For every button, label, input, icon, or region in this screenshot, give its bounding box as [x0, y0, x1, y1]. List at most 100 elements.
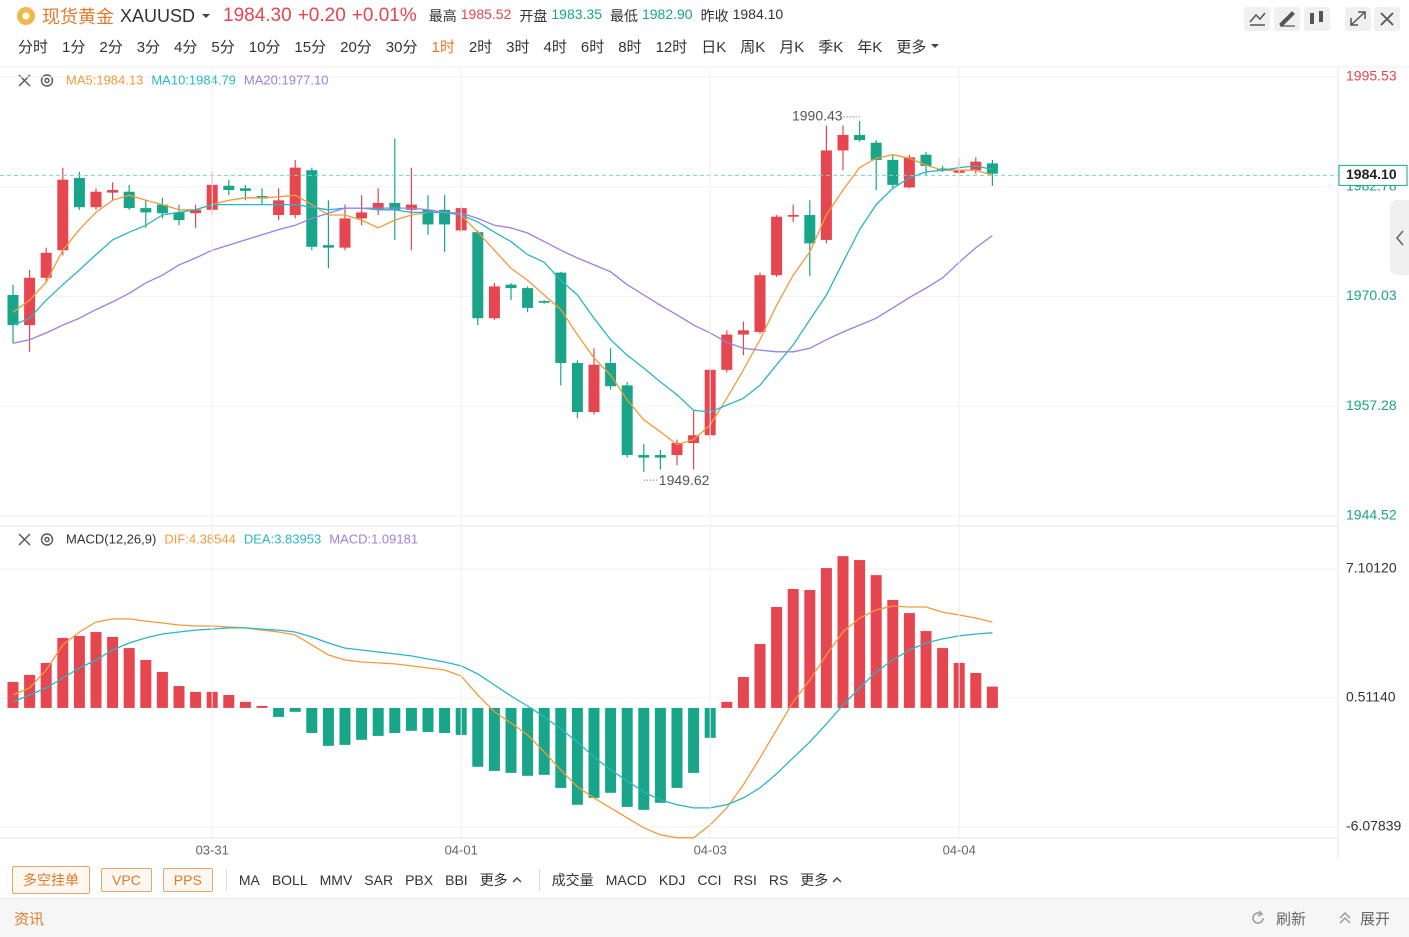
main-indicator[interactable]: SAR	[364, 872, 394, 888]
caret[interactable]	[201, 12, 211, 20]
period[interactable]: 20分	[340, 38, 372, 56]
candle-body	[339, 218, 351, 248]
sub-indicator[interactable]: KDJ	[658, 872, 686, 888]
macd-bar	[688, 707, 700, 773]
stat-label: 最高	[428, 8, 457, 24]
caret[interactable]	[831, 875, 843, 885]
side-tab[interactable]	[1390, 200, 1409, 275]
period[interactable]: 15分	[294, 38, 327, 56]
sub-indicator[interactable]: CCI	[697, 872, 722, 888]
candle-body	[156, 204, 168, 214]
more[interactable]: 更多	[479, 872, 508, 888]
period[interactable]: 月K	[779, 38, 805, 56]
candle-body	[588, 364, 600, 413]
stat-label: 最低	[609, 8, 638, 24]
candle-body	[306, 170, 318, 247]
macd-bar	[472, 707, 484, 767]
macd-bar	[737, 677, 749, 708]
macd-bar	[771, 606, 783, 708]
refresh-icon[interactable]	[1250, 910, 1266, 926]
macd-bar	[239, 701, 251, 708]
candle-body	[24, 277, 36, 326]
macd-bar	[787, 589, 799, 708]
macd-bar	[173, 686, 185, 708]
period[interactable]: 30分	[385, 38, 418, 56]
period[interactable]: 1分	[62, 38, 86, 56]
toolbar-button[interactable]: 多空挂单	[12, 866, 90, 894]
y-tick-label: 1970.03	[1346, 287, 1397, 303]
macd-bar	[223, 695, 235, 708]
period[interactable]: 3分	[136, 38, 161, 56]
top-icons[interactable]	[1244, 7, 1400, 31]
candle-body	[7, 294, 19, 326]
macd-bar	[903, 613, 915, 708]
instrument-name: 现货黄金	[42, 7, 114, 27]
legend-entry: MA10:1984.79	[151, 72, 236, 87]
macd-bar	[488, 707, 500, 771]
ma-line	[12, 207, 993, 353]
symbol[interactable]: XAUUSD	[120, 5, 196, 26]
refresh[interactable]: 刷新	[1276, 910, 1307, 928]
period[interactable]: 日K	[701, 38, 727, 56]
sub-indicator[interactable]: RS	[768, 872, 789, 888]
candle-body	[289, 167, 301, 215]
expand-icon[interactable]	[1338, 911, 1352, 925]
period[interactable]: 8时	[618, 38, 642, 56]
candle-body	[721, 334, 733, 370]
main-indicator[interactable]: BOLL	[271, 872, 308, 888]
main-indicator[interactable]: MMV	[319, 872, 353, 888]
period[interactable]: 周K	[740, 38, 766, 56]
period[interactable]: 2分	[99, 38, 123, 56]
period[interactable]: 1时	[431, 38, 455, 56]
candle-body	[505, 284, 517, 289]
macd-bar	[505, 707, 517, 773]
stat-label: 开盘	[519, 8, 548, 24]
macd-bar	[273, 707, 285, 717]
period[interactable]: 3时	[506, 38, 530, 56]
footer: 资讯 刷新 展开	[0, 898, 1409, 937]
main-indicator[interactable]: MA	[238, 872, 260, 888]
candle-body	[439, 209, 451, 225]
period[interactable]: 5分	[211, 38, 235, 56]
candle-body	[356, 212, 368, 219]
period[interactable]: 6时	[580, 38, 605, 56]
legend-entry: MACD:1.09181	[329, 531, 418, 546]
macd-bar	[422, 707, 434, 732]
candle-body	[405, 204, 417, 210]
period-more[interactable]: 更多	[896, 38, 927, 56]
caret[interactable]	[930, 42, 940, 50]
period[interactable]: 季K	[818, 38, 844, 56]
news-tab[interactable]: 资讯	[14, 910, 45, 928]
period[interactable]: 分时	[18, 38, 49, 56]
period[interactable]: 年K	[857, 38, 883, 56]
period[interactable]: 10分	[248, 38, 281, 56]
sub-indicator[interactable]: RSI	[733, 872, 757, 888]
macd-bar	[107, 636, 119, 708]
period[interactable]: 2时	[468, 38, 493, 56]
sub-indicator[interactable]: MACD	[605, 872, 647, 888]
legend-entry: DIF:4.38544	[164, 531, 236, 546]
x-tick-label: 04-01	[445, 842, 478, 857]
toolbar-button[interactable]: PPS	[162, 868, 213, 892]
sub-indicator[interactable]: 成交量	[551, 872, 594, 888]
x-tick-label: 03-31	[196, 842, 229, 857]
caret[interactable]	[511, 875, 523, 885]
candle-body	[522, 288, 534, 308]
period[interactable]: 12时	[655, 38, 688, 56]
toolbar-button[interactable]: VPC	[101, 868, 152, 892]
macd-bar	[190, 691, 202, 708]
more[interactable]: 更多	[800, 872, 829, 888]
candle-body	[638, 455, 650, 458]
expand[interactable]: 展开	[1360, 910, 1391, 928]
macd-bar	[123, 648, 135, 708]
main-indicator[interactable]: PBX	[405, 872, 434, 888]
candle-body	[538, 301, 550, 303]
macd-bar	[256, 705, 268, 708]
panel-icons	[18, 74, 54, 546]
macd-bar	[322, 707, 334, 746]
macd-bar	[804, 589, 816, 708]
period[interactable]: 4分	[174, 38, 198, 56]
period[interactable]: 4时	[543, 38, 567, 56]
macd-bar	[372, 707, 384, 736]
main-indicator[interactable]: BBI	[445, 872, 468, 888]
